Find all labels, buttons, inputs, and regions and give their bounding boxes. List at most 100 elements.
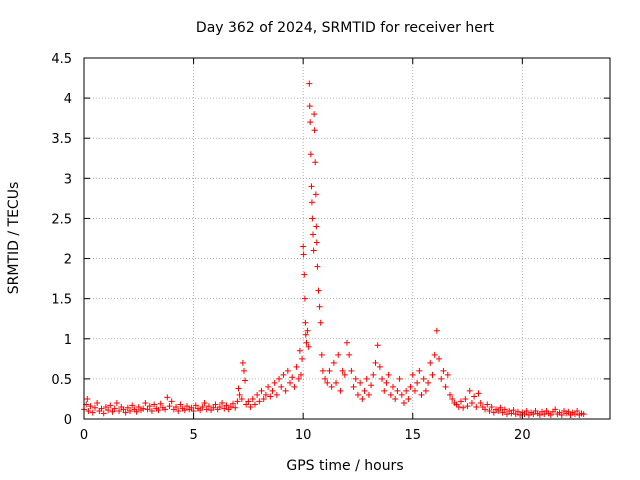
data-point [94,399,101,406]
data-point [232,404,239,411]
data-point [431,351,438,358]
data-point [330,359,337,366]
data-point [301,271,308,278]
data-point [210,404,217,411]
data-point [429,371,436,378]
x-tick-label: 0 [80,428,88,443]
data-point [203,406,210,413]
data-point [151,401,158,408]
data-point [414,379,421,386]
data-point [409,371,416,378]
data-point [475,390,482,397]
data-point [390,383,397,390]
y-tick-label: 3 [64,172,72,187]
data-point [146,403,153,410]
data-point [124,404,131,411]
data-point [310,231,317,238]
data-point [102,403,109,410]
data-point [335,351,342,358]
data-point [376,363,383,370]
data-point [216,403,223,410]
data-point [113,399,120,406]
data-point [379,375,386,382]
data-point [291,383,298,390]
data-point [98,405,105,412]
data-point [482,406,489,413]
data-point [242,377,249,384]
plot-area-frame [83,57,611,420]
data-point [416,367,423,374]
data-point [365,391,372,398]
data-point [508,410,515,417]
data-point [269,387,276,394]
data-point [306,103,313,110]
data-point [558,411,565,418]
data-point [322,375,329,382]
data-point [297,371,304,378]
data-point [313,223,320,230]
data-point [135,403,142,410]
data-point [440,367,447,374]
data-point [148,407,155,414]
x-tick-label: 5 [189,428,197,443]
x-tick-label: 15 [404,428,421,443]
data-point [199,403,206,410]
data-point [447,391,454,398]
data-point [311,111,318,118]
data-point [295,375,302,382]
data-point [236,391,243,398]
data-point [326,367,333,374]
data-point [514,408,521,415]
data-point [265,383,272,390]
data-point [240,367,247,374]
y-tick-label: 1 [64,333,72,348]
data-point [251,401,258,408]
y-tick-label: 2 [64,253,72,268]
data-point [299,355,306,362]
x-tick-label: 10 [295,428,312,443]
data-point [289,374,296,381]
data-point [473,403,480,410]
data-point [385,371,392,378]
data-point [262,391,269,398]
data-point [490,409,497,416]
data-point [580,411,587,418]
data-point [344,339,350,346]
data-point [484,401,491,408]
data-point [127,407,134,414]
data-point [301,295,308,302]
data-point [499,409,506,416]
data-point [181,407,188,414]
data-point [396,375,403,382]
data-point [394,387,401,394]
data-point [361,387,368,394]
data-point [239,359,246,366]
data-point [267,393,274,400]
data-point [140,405,147,412]
data-point [122,409,129,416]
data-point [392,395,399,402]
data-point [188,404,195,411]
data-point [256,398,263,405]
data-point [107,402,114,409]
data-point [254,391,261,398]
data-point [197,407,204,414]
data-point [184,403,191,410]
data-point [307,119,314,126]
data-point [420,375,427,382]
data-point [306,80,313,87]
data-point [304,327,311,334]
data-point [381,387,388,394]
y-tick-label: 1.5 [51,293,72,308]
data-point [227,403,234,410]
data-point [144,406,151,413]
data-point [205,403,212,410]
data-point [486,407,493,414]
x-axis-label: GPS time / hours [286,458,403,474]
data-point [133,408,140,415]
data-point [312,159,319,166]
data-point [311,127,318,134]
data-point [201,399,208,406]
data-point [497,404,504,411]
y-axis-label: SRMTID / TECUs [6,182,22,295]
